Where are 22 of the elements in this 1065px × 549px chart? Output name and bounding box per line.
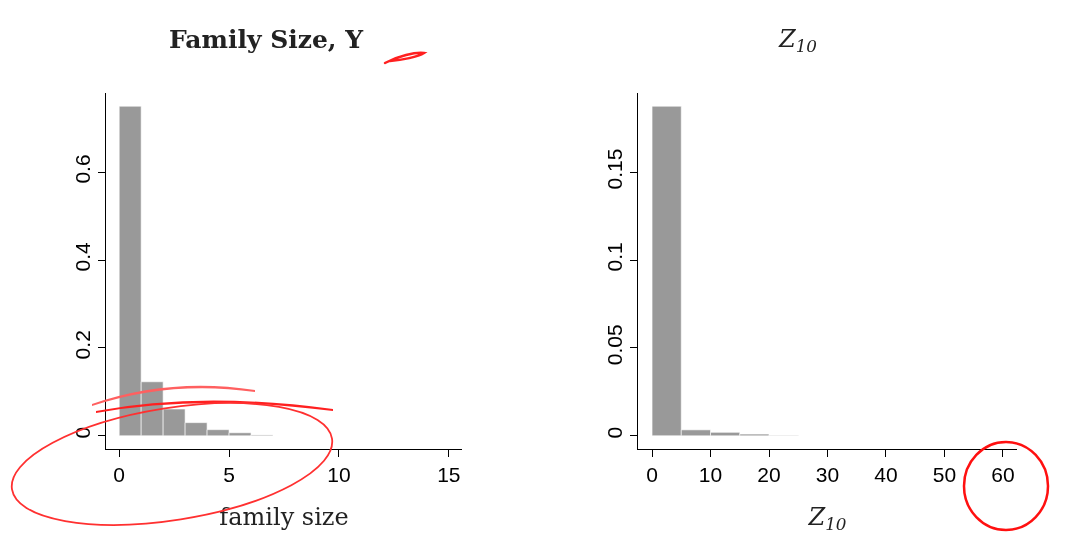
x-tick-label: 60 [991,463,1015,487]
x-axis-title: family size [219,502,349,531]
x-tick-label: 0 [646,463,658,487]
y-tick-label: 0.4 [70,241,94,272]
x-axis-title: Z$_{10}$ [807,502,847,534]
y-tick-label: 0 [602,426,626,439]
x-tick-label: 40 [874,463,898,487]
x-tick-label: 20 [757,463,781,487]
x-tick-label: 10 [698,463,723,487]
x-tick-label: 50 [932,463,957,487]
x-tick-label: 15 [437,463,461,487]
y-tick-label: 0.05 [602,324,626,366]
x-tick-label: 0 [113,463,126,487]
x-tick-label: 10 [327,463,351,487]
y-tick-label: 0.15 [602,148,626,190]
y-tick-label: 0.6 [70,154,94,184]
y-tick-label: 0.1 [602,242,626,272]
chart-title: Z$_{10}$ [777,24,818,57]
x-tick-label: 30 [815,463,840,487]
y-tick-label: 0.2 [70,330,94,360]
x-tick-label: 5 [223,463,235,487]
chart-title: Family Size, Y [168,24,365,54]
